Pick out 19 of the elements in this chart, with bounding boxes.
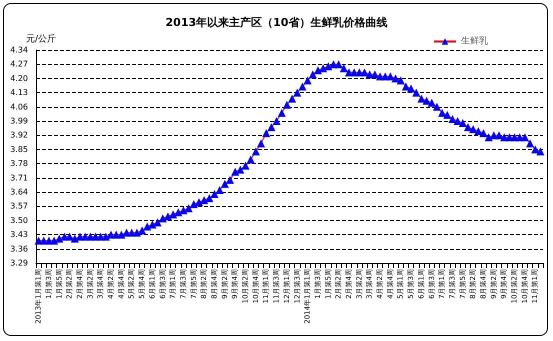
legend-label: 生鲜乳: [461, 36, 488, 46]
y-tick-label: 3.99: [10, 116, 28, 126]
y-tick-label: 3.64: [10, 188, 28, 196]
y-tick-label: 3.50: [10, 216, 28, 225]
y-tick-label: 4.27: [10, 60, 28, 69]
chart-title: 2013年以来主产区（10省）生鲜乳价格曲线: [166, 16, 388, 29]
y-tick-label: 3.36: [10, 244, 28, 254]
y-tick-label: 3.92: [10, 130, 28, 140]
y-tick-label: 3.71: [10, 173, 28, 182]
y-tick-label: 4.13: [10, 88, 28, 98]
y-tick-label: 4.20: [10, 74, 28, 83]
y-tick-label: 3.78: [10, 159, 28, 168]
y-tick-label: 4.06: [10, 102, 28, 112]
y-tick-label: 3.29: [10, 258, 28, 268]
y-tick-label: 4.34: [10, 46, 28, 54]
y-axis-title: 元/公斤: [26, 34, 56, 44]
y-tick-label: 3.43: [10, 230, 28, 240]
y-tick-label: 3.85: [10, 144, 28, 154]
y-tick-label: 3.57: [10, 202, 28, 211]
